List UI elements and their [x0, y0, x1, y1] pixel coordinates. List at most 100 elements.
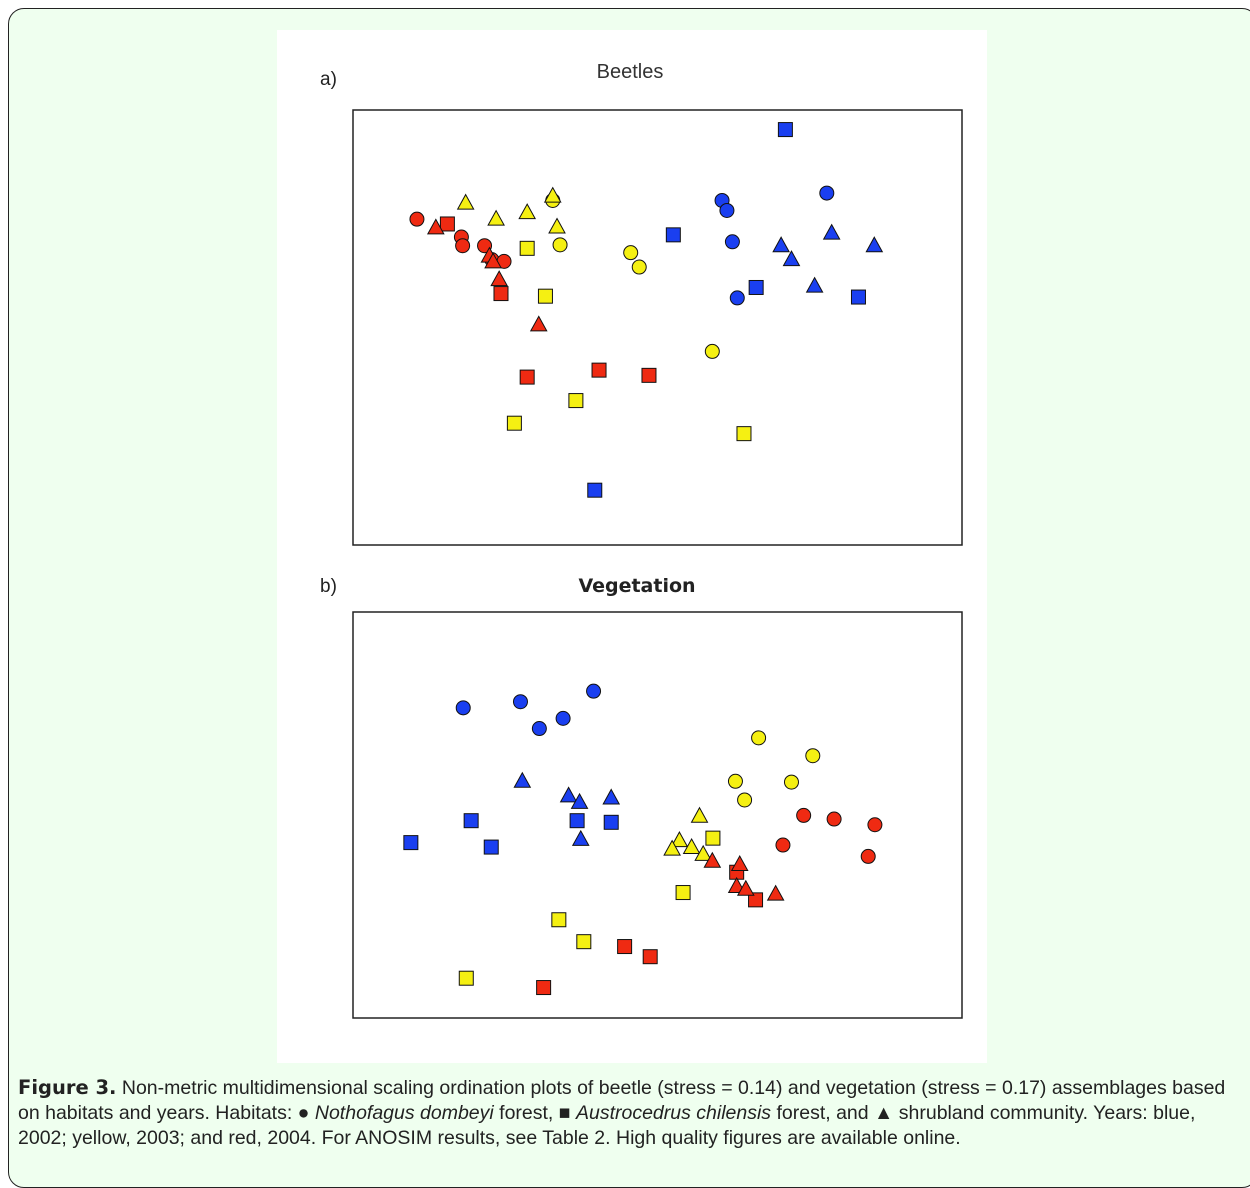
- vegetation-point-circle-2004-35: [796, 807, 812, 823]
- beetles-point-square-2002-2: [748, 279, 764, 295]
- vegetation-point-square-2003-18: [576, 934, 592, 950]
- vegetation-point-triangle-2003-28: [682, 837, 701, 854]
- caption-text-part2: forest, ■: [493, 1102, 576, 1124]
- panel-label-a: a): [320, 69, 337, 90]
- beetles-point-circle-2003-22: [623, 245, 639, 261]
- vegetation-point-circle-2004-39: [860, 848, 876, 864]
- figure-caption: Figure 3. Non-metric multidimensional sc…: [18, 1075, 1240, 1151]
- vegetation-point-circle-2002-8: [555, 710, 571, 726]
- panel-label-b: b): [320, 576, 337, 597]
- vegetation-point-square-2004-32: [617, 939, 633, 955]
- beetles-point-square-2002-3: [850, 289, 866, 305]
- plot-title-vegetation: Vegetation: [578, 575, 695, 597]
- vegetation-point-triangle-2004-42: [727, 876, 746, 893]
- vegetation-point-circle-2004-37: [867, 817, 883, 833]
- beetles-markers: [409, 122, 884, 498]
- vegetation-point-triangle-2002-12: [570, 792, 589, 809]
- vegetation-point-circle-2003-24: [737, 792, 753, 808]
- beetles-point-triangle-2002-10: [772, 236, 790, 253]
- plot-area-beetles: [352, 109, 963, 546]
- beetles-point-circle-2002-6: [719, 202, 735, 218]
- vegetation-point-triangle-2004-44: [766, 884, 785, 901]
- beetles-point-triangle-2003-27: [518, 203, 537, 220]
- beetles-plot: a) Beetles: [320, 61, 963, 546]
- caption-species-austrocedrus: Austrocedrus chilensis: [575, 1102, 772, 1124]
- vegetation-point-triangle-2003-26: [670, 831, 689, 848]
- beetles-point-triangle-2004-43: [484, 252, 502, 269]
- beetles-point-triangle-2002-13: [865, 236, 884, 253]
- beetles-point-square-2004-32: [519, 369, 535, 385]
- beetles-point-square-2003-18: [568, 393, 584, 409]
- vegetation-point-circle-2003-22: [727, 773, 743, 789]
- vegetation-point-square-2003-19: [458, 970, 474, 986]
- vegetation-point-square-2002-2: [483, 839, 499, 855]
- figure-panel: a) Beetles b) Vegetation: [277, 30, 987, 1063]
- beetles-point-triangle-2002-14: [805, 276, 824, 293]
- beetles-point-circle-2003-21: [552, 237, 568, 253]
- vegetation-point-triangle-2003-29: [694, 844, 713, 861]
- vegetation-markers: [403, 683, 883, 996]
- vegetation-point-triangle-2004-40: [703, 851, 722, 868]
- vegetation-point-circle-2004-38: [775, 837, 791, 853]
- beetles-point-square-2003-17: [506, 415, 522, 431]
- beetles-point-circle-2004-37: [455, 238, 471, 254]
- vegetation-point-square-2002-0: [403, 835, 419, 851]
- vegetation-point-circle-2002-6: [512, 694, 528, 710]
- beetles-point-square-2002-4: [587, 482, 603, 498]
- beetles-point-triangle-2004-45: [529, 315, 548, 332]
- beetles-point-square-2002-0: [777, 122, 793, 138]
- vegetation-point-circle-2002-9: [586, 683, 602, 699]
- vegetation-point-square-2003-15: [705, 830, 721, 846]
- plot-title-beetles: Beetles: [597, 61, 664, 83]
- vegetation-point-triangle-2003-27: [663, 839, 681, 856]
- caption-text-part3: forest, and ▲ shrubland community. Years…: [18, 1102, 1196, 1149]
- vegetation-plot: b) Vegetation: [320, 575, 963, 1019]
- beetles-point-circle-2004-35: [409, 211, 425, 227]
- beetles-point-square-2004-34: [641, 367, 657, 383]
- vegetation-point-triangle-2002-10: [513, 771, 532, 788]
- vegetation-point-circle-2003-20: [751, 730, 767, 746]
- beetles-point-triangle-2003-26: [487, 209, 505, 226]
- beetles-point-triangle-2002-12: [822, 223, 841, 240]
- vegetation-point-triangle-2002-13: [602, 788, 621, 805]
- vegetation-point-square-2004-34: [536, 980, 552, 996]
- vegetation-point-triangle-2002-14: [571, 829, 590, 846]
- beetles-point-triangle-2003-29: [548, 217, 566, 234]
- caption-species-nothofagus: Nothofagus dombeyi: [314, 1102, 494, 1124]
- vegetation-point-square-2004-33: [642, 949, 658, 965]
- vegetation-point-square-2002-1: [463, 813, 479, 829]
- vegetation-point-square-2004-31: [748, 892, 764, 908]
- beetles-point-triangle-2003-25: [456, 193, 475, 210]
- vegetation-point-triangle-2004-43: [736, 879, 755, 896]
- beetles-point-square-2002-1: [665, 227, 681, 243]
- vegetation-point-circle-2003-23: [783, 774, 799, 790]
- vegetation-point-circle-2004-36: [826, 811, 842, 827]
- beetles-point-circle-2003-24: [704, 343, 720, 359]
- vegetation-point-square-2002-3: [569, 813, 585, 829]
- beetles-point-square-2003-15: [519, 240, 535, 256]
- vegetation-point-circle-2002-7: [531, 721, 547, 737]
- beetles-point-circle-2002-8: [724, 234, 740, 250]
- beetles-point-square-2003-16: [537, 288, 553, 304]
- vegetation-point-square-2003-17: [551, 912, 567, 928]
- beetles-point-square-2003-19: [736, 426, 752, 442]
- beetles-point-circle-2002-7: [819, 185, 835, 201]
- vegetation-point-triangle-2002-11: [559, 786, 578, 803]
- beetles-point-circle-2002-9: [729, 290, 745, 306]
- caption-text-part1: Non-metric multidimensional scaling ordi…: [18, 1077, 1226, 1124]
- beetles-point-square-2004-30: [439, 216, 455, 232]
- beetles-point-square-2004-33: [591, 362, 607, 378]
- beetles-point-triangle-2004-41: [426, 218, 445, 235]
- beetles-point-square-2004-31: [493, 286, 509, 302]
- beetles-point-triangle-2004-44: [490, 270, 509, 287]
- vegetation-point-triangle-2004-41: [730, 854, 749, 872]
- vegetation-point-circle-2002-5: [455, 700, 471, 716]
- vegetation-point-circle-2003-21: [805, 748, 821, 764]
- caption-figure-label: Figure 3.: [18, 1076, 117, 1099]
- beetles-point-triangle-2003-28: [543, 186, 562, 203]
- ordination-plots: a) Beetles b) Vegetation: [320, 61, 963, 1019]
- beetles-point-triangle-2002-11: [782, 250, 801, 267]
- vegetation-point-triangle-2003-25: [690, 806, 709, 823]
- vegetation-point-square-2002-4: [603, 814, 619, 830]
- beetles-point-circle-2003-23: [631, 259, 647, 275]
